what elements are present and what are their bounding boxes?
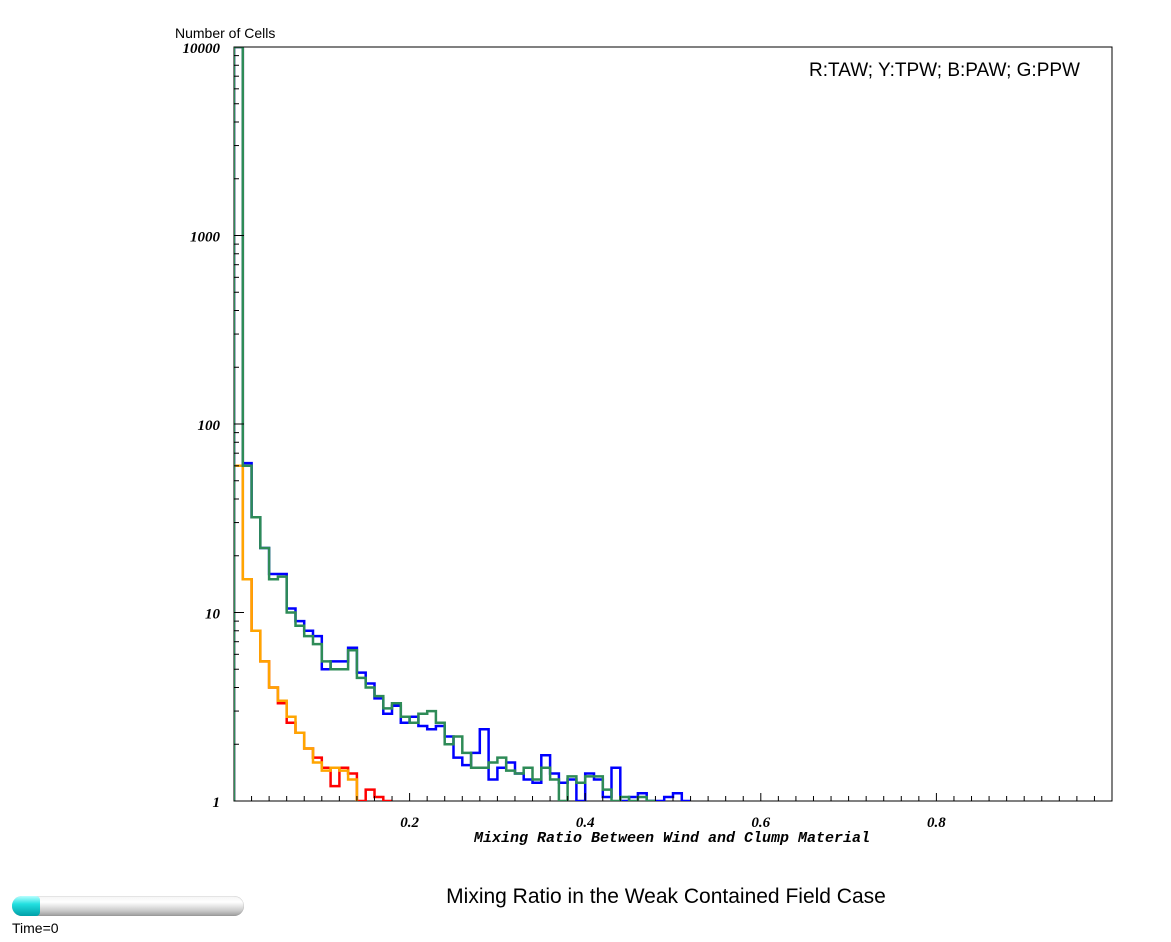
y-tick-label: 1	[213, 795, 221, 811]
chart-title: Mixing Ratio in the Weak Contained Field…	[446, 885, 886, 908]
x-tick-label: 0.6	[751, 815, 770, 831]
legend-text: R:TAW; Y:TPW; B:PAW; G:PPW	[809, 60, 1080, 81]
time-label: Time=0	[12, 920, 59, 936]
ticks: 0.2 0.4 0.6 0.8 1 10 100 1000 10000	[183, 41, 1095, 831]
x-tick-label: 0.4	[576, 815, 595, 831]
y-tick-label: 10	[205, 607, 221, 623]
x-tick-label: 0.8	[927, 815, 946, 831]
y-tick-label: 1000	[190, 230, 221, 246]
histogram-series-2	[234, 47, 691, 801]
plot-series	[234, 47, 691, 801]
time-slider-handle[interactable]	[12, 896, 40, 916]
y-tick-label: 10000	[183, 41, 221, 57]
time-slider[interactable]	[12, 896, 244, 916]
histogram-series-1	[234, 464, 359, 801]
y-axis-label: Number of Cells	[175, 25, 275, 41]
histogram-series-3	[234, 47, 656, 801]
y-tick-label: 100	[198, 418, 221, 434]
x-axis-label: Mixing Ratio Between Wind and Clump Mate…	[473, 830, 870, 847]
x-tick-label: 0.2	[400, 815, 419, 831]
